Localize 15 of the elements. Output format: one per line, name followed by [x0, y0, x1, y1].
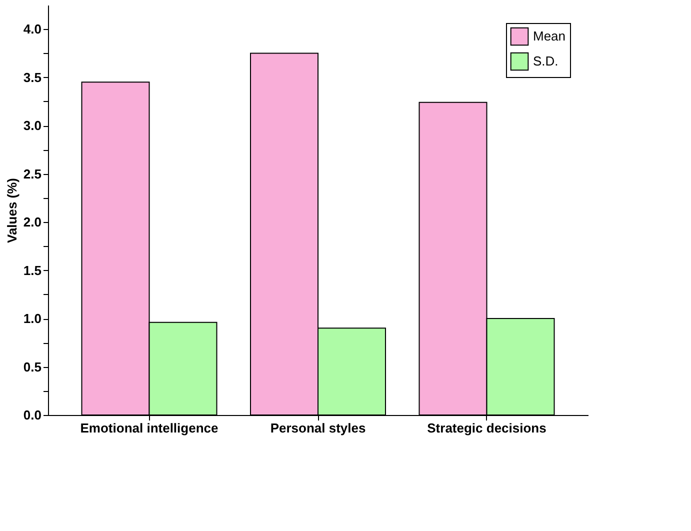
- legend-label: S.D.: [533, 54, 558, 68]
- y-axis-title: Values (%): [4, 178, 20, 244]
- y-tick-label: 3.5: [23, 70, 42, 85]
- y-tick-label: 2.0: [23, 214, 42, 230]
- y-tick-label: 1.0: [23, 311, 42, 326]
- y-tick-label: 0.0: [23, 408, 42, 422]
- y-tick-label: 1.5: [23, 262, 42, 278]
- x-tick-label: Emotional intelligence: [80, 420, 218, 436]
- y-tick-label: 0.5: [23, 359, 42, 374]
- x-tick-label: Personal styles: [270, 420, 366, 436]
- y-tick-label: 2.5: [23, 166, 42, 182]
- x-tick-label: Strategic decisions: [427, 420, 546, 436]
- y-tick-label: 4.0: [23, 22, 42, 37]
- y-tick-label: 3.0: [23, 118, 42, 134]
- legend-label: Mean: [533, 28, 566, 44]
